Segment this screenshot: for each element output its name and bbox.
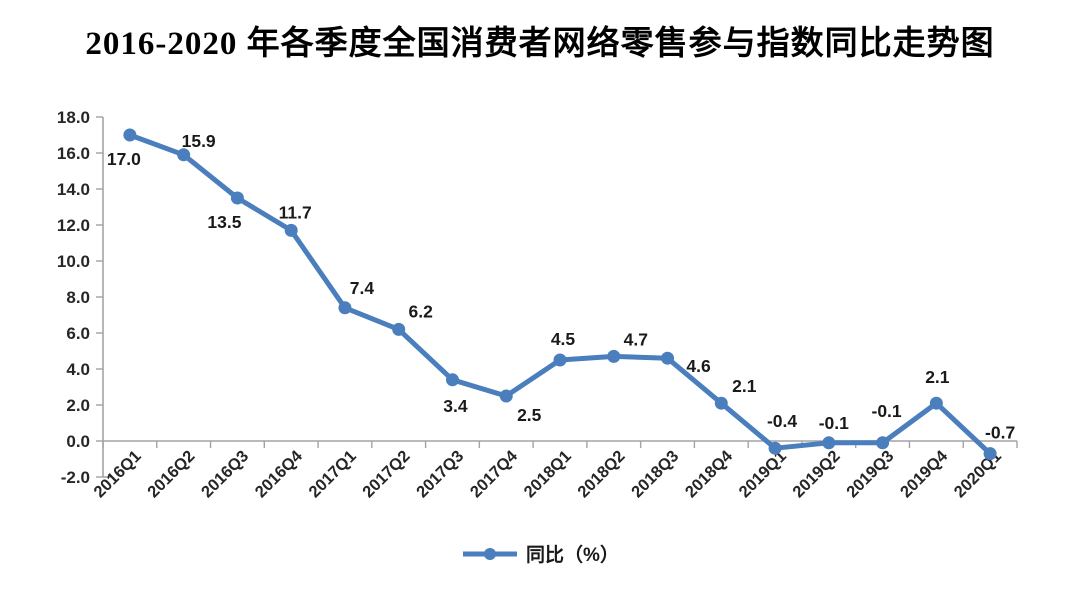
data-label: -0.4	[767, 411, 797, 431]
x-axis-label: 2019Q1	[736, 447, 790, 501]
y-tick-label: 4.0	[66, 360, 90, 379]
series-line	[127, 132, 993, 457]
data-point	[822, 436, 836, 450]
data-label: 2.5	[517, 405, 542, 425]
data-point	[445, 373, 459, 387]
data-label: 4.5	[551, 329, 576, 349]
legend-line-marker-icon	[463, 547, 518, 560]
x-axis-label: 2017Q1	[306, 447, 360, 501]
data-label: 13.5	[207, 212, 241, 232]
data-label: 4.6	[686, 356, 711, 376]
x-axis-label: 2017Q2	[359, 447, 413, 501]
y-tick-label: 12.0	[57, 216, 90, 235]
y-tick-label: 8.0	[66, 288, 90, 307]
data-point	[768, 441, 782, 455]
data-label: -0.1	[872, 401, 902, 421]
x-axis-label: 2019Q2	[789, 447, 843, 501]
x-axis-label: 2016Q3	[198, 447, 252, 501]
data-label: 4.7	[624, 329, 648, 349]
legend-label: 同比（%）	[526, 545, 619, 566]
data-label: 17.0	[107, 149, 141, 169]
x-axis-label: 2017Q3	[413, 447, 467, 501]
x-axis-label: 2018Q4	[682, 447, 737, 502]
x-axis-label: 2018Q1	[521, 447, 575, 501]
data-point	[338, 301, 352, 315]
x-axis-label: 2016Q1	[90, 447, 144, 501]
y-tick-label: 2.0	[66, 396, 90, 415]
data-label: -0.7	[985, 423, 1015, 443]
x-axis-label: 2019Q3	[843, 447, 897, 501]
data-point	[983, 447, 997, 461]
x-axis-label: 2018Q3	[628, 447, 682, 501]
data-label: 15.9	[182, 131, 216, 151]
data-point	[553, 353, 567, 367]
y-tick-label: 14.0	[57, 180, 90, 199]
y-tick-label: 10.0	[57, 252, 90, 271]
data-point	[123, 128, 137, 142]
data-point	[177, 148, 191, 162]
x-axis-label: 2016Q4	[252, 447, 307, 502]
data-point	[499, 389, 513, 403]
x-axis-label: 2019Q4	[897, 447, 952, 502]
data-point	[284, 223, 298, 237]
data-label: 11.7	[279, 202, 312, 222]
data-point	[607, 349, 621, 363]
x-axis-label: 2016Q2	[144, 447, 198, 501]
x-axis-label: 2017Q4	[467, 447, 522, 502]
data-label: 3.4	[443, 396, 468, 416]
data-label: 7.4	[350, 278, 375, 298]
y-tick-label: 0.0	[66, 432, 90, 451]
y-tick-label: -2.0	[61, 468, 90, 487]
y-tick-label: 16.0	[57, 144, 90, 163]
x-axis-label: 2020Q1	[951, 447, 1005, 501]
data-point	[929, 396, 943, 410]
data-point	[230, 191, 244, 205]
data-label: 2.1	[732, 376, 757, 396]
data-point	[876, 436, 890, 450]
y-tick-label: 18.0	[57, 108, 90, 127]
data-label: 2.1	[925, 367, 950, 387]
chart-title: 2016-2020 年各季度全国消费者网络零售参与指数同比走势图	[85, 26, 995, 62]
data-point	[714, 396, 728, 410]
data-label: 6.2	[409, 301, 434, 321]
data-point	[392, 322, 406, 336]
data-label: -0.1	[819, 413, 849, 433]
data-point	[661, 351, 675, 365]
legend: 同比（%）	[0, 540, 1080, 567]
y-tick-label: 6.0	[66, 324, 90, 343]
x-axis-label: 2018Q2	[574, 447, 628, 501]
